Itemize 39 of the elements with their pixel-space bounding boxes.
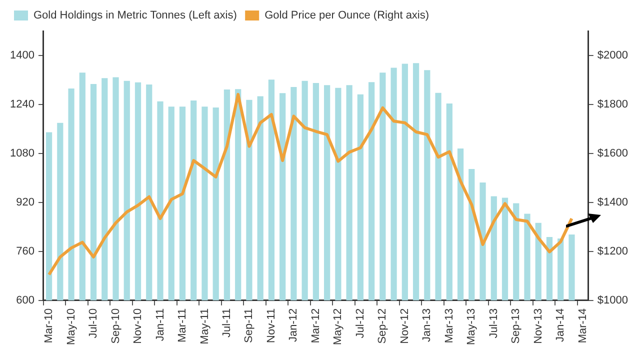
x-tick-label: Jul-12 <box>354 308 366 338</box>
x-tick-label: Jan-14 <box>554 308 567 342</box>
x-tick-label: Mar-10 <box>43 308 56 344</box>
x-tick-label: Mar-11 <box>176 308 189 342</box>
y2-tick-label: $1800 <box>597 98 628 110</box>
y2-tick-label: $1400 <box>597 196 628 208</box>
x-tick-label: Sep-13 <box>510 308 522 344</box>
x-tick-label: Mar-14 <box>576 308 589 344</box>
x-tick-label: May-11 <box>198 308 211 344</box>
y-tick-label: 1400 <box>10 50 34 62</box>
y-tick-label: 600 <box>16 294 34 306</box>
y-tick-label: 1080 <box>10 147 34 160</box>
x-tick-label: May-12 <box>332 308 344 346</box>
x-tick-label: Jan-12 <box>288 308 300 342</box>
y2-tick-label: $1000 <box>597 294 628 306</box>
x-tick-label: Mar-12 <box>310 308 322 344</box>
y-tick-label: 760 <box>16 245 34 258</box>
x-tick-label: Sep-12 <box>376 308 389 344</box>
x-tick-label: May-10 <box>65 308 78 346</box>
x-tick-label: Nov-10 <box>132 308 144 344</box>
x-tick-label: Sep-10 <box>110 308 122 344</box>
legend-label: Gold Holdings in Metric Tonnes (Left axis) <box>34 10 237 22</box>
x-tick-label: Sep-11 <box>243 308 256 343</box>
x-tick-label: Jan-13 <box>421 308 434 342</box>
x-tick-label: Nov-11 <box>265 308 278 343</box>
x-tick-label: Jul-10 <box>88 308 100 338</box>
x-tick-label: Jul-13 <box>488 308 500 338</box>
x-tick-label: May-13 <box>466 308 478 346</box>
y2-tick-label: $1200 <box>597 245 628 258</box>
x-tick-label: Jan-11 <box>154 308 166 342</box>
y-tick-label: 920 <box>16 196 34 208</box>
y2-tick-label: $2000 <box>597 50 628 62</box>
y2-tick-label: $1600 <box>597 147 628 160</box>
x-tick-label: Mar-13 <box>443 308 456 344</box>
x-tick-label: Jul-11 <box>221 308 233 338</box>
x-tick-label: Nov-13 <box>532 308 544 344</box>
x-tick-label: Nov-12 <box>398 308 411 344</box>
legend-label: Gold Price per Ounce (Right axis) <box>264 10 430 22</box>
y-tick-label: 1240 <box>10 98 34 110</box>
